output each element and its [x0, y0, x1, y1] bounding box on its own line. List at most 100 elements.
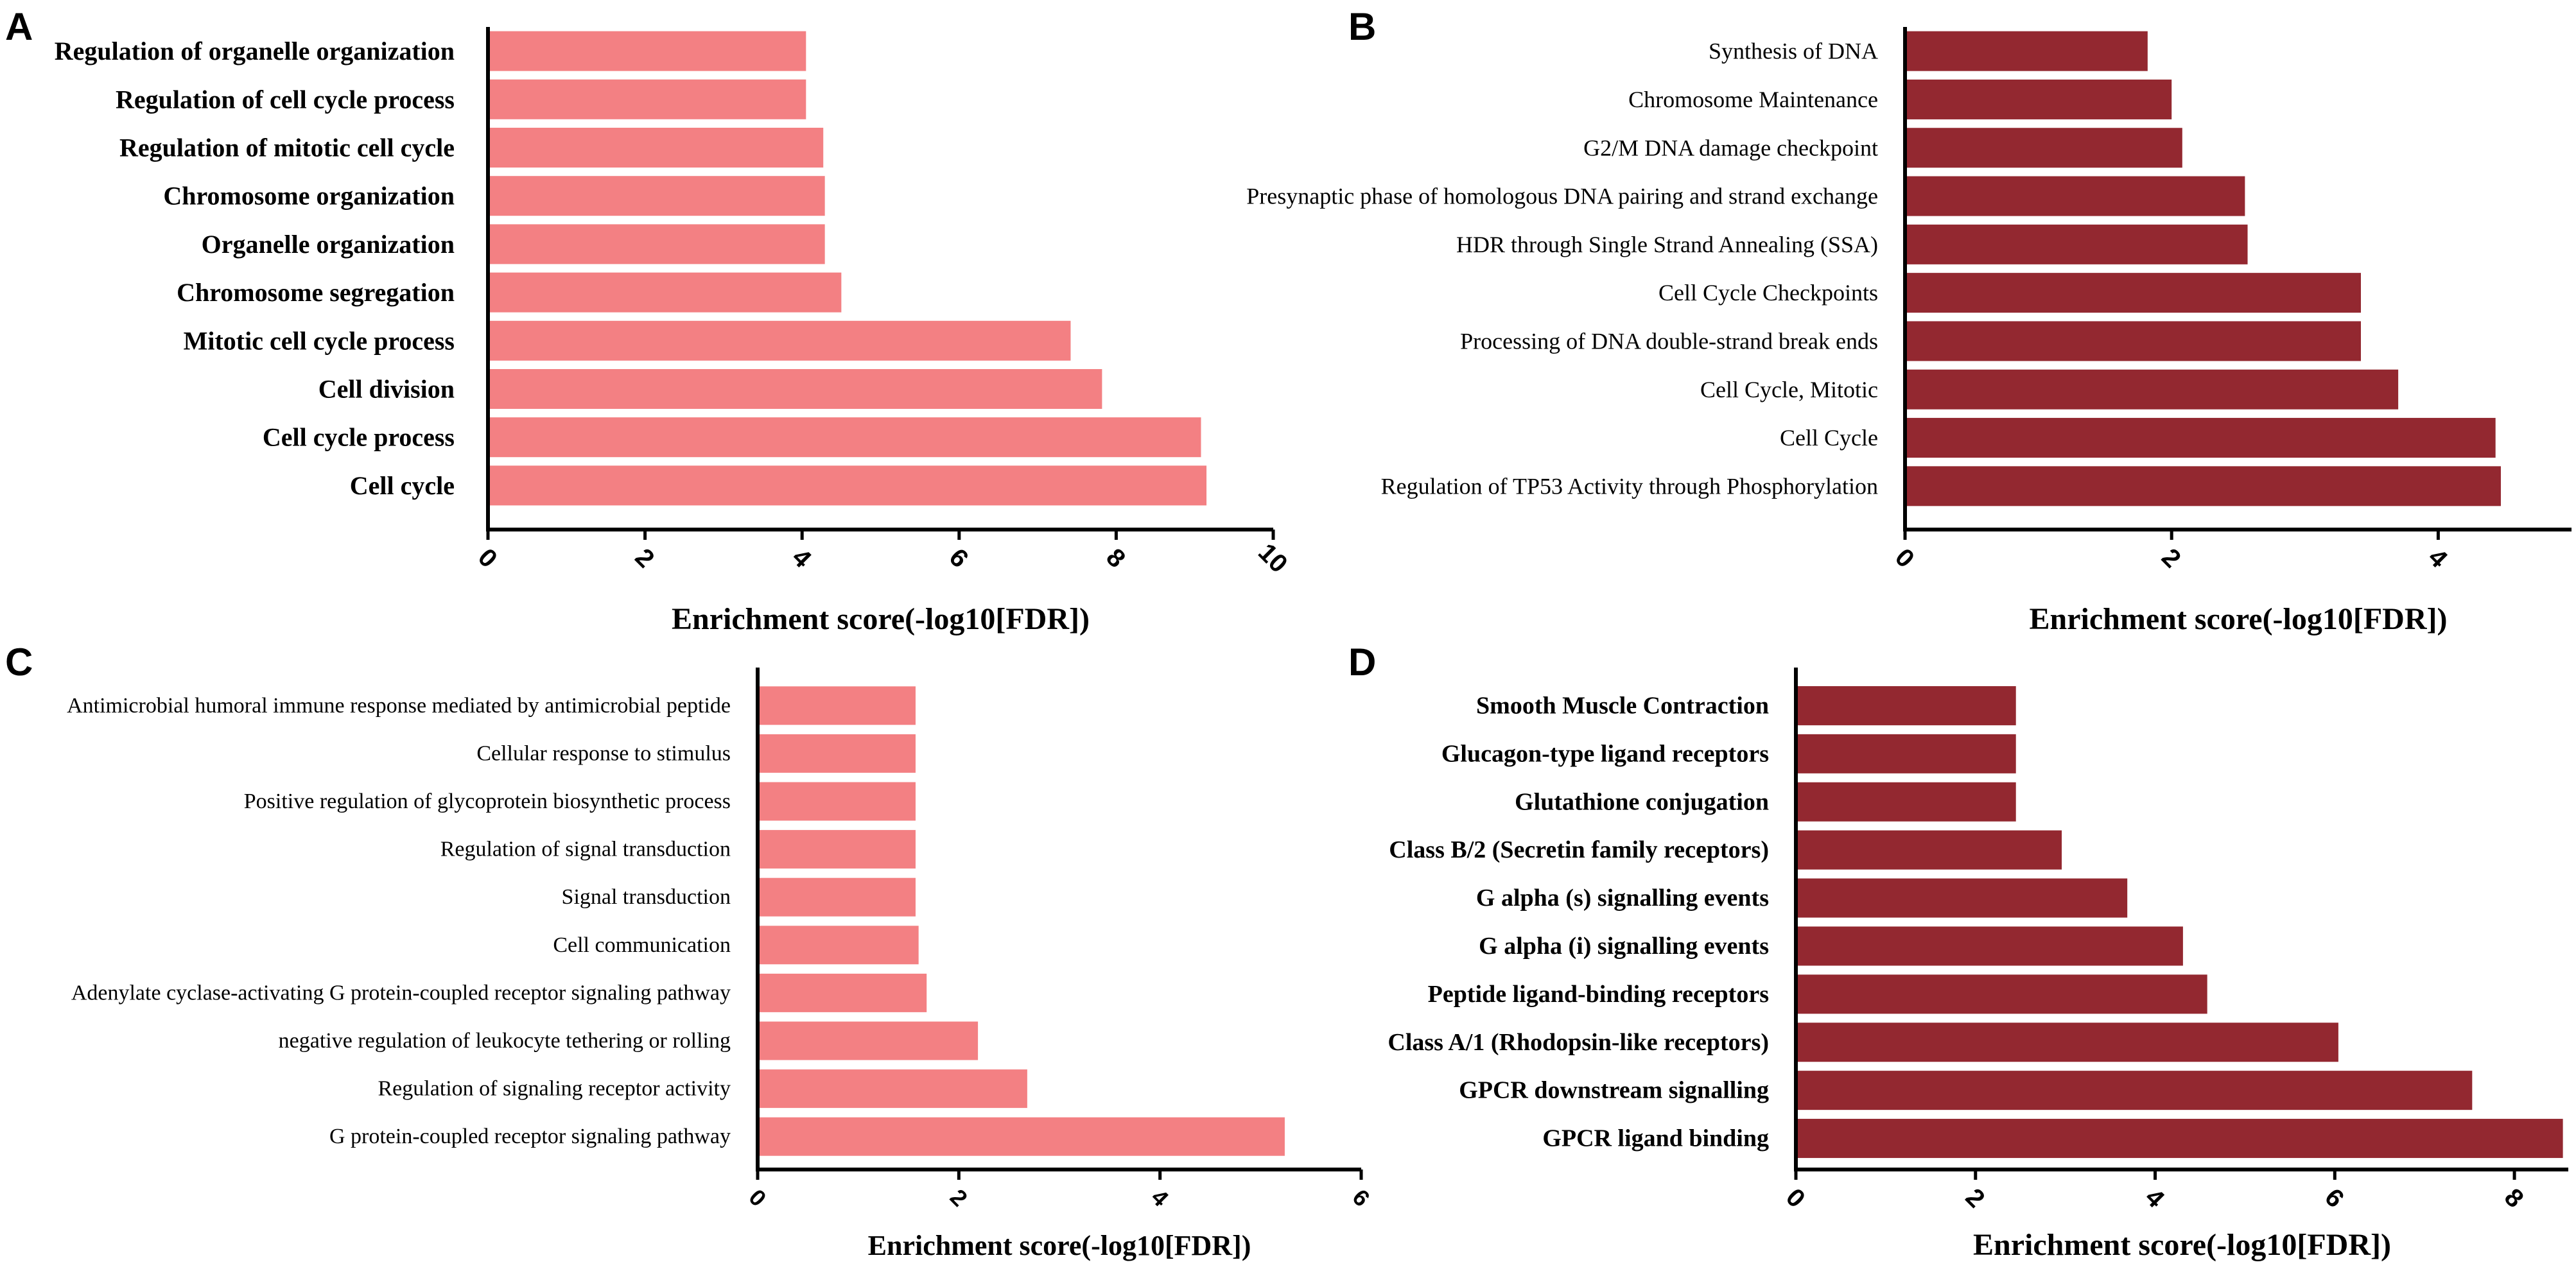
- category-label: Cell communication: [553, 933, 731, 957]
- category-label: Antimicrobial humoral immune response me…: [67, 694, 731, 718]
- category-label: Cell Cycle, Mitotic: [1700, 377, 1878, 402]
- panel-c: C Antimicrobial humoral immune response m…: [5, 641, 1375, 1261]
- x-tick-label: 0: [1890, 543, 1920, 573]
- category-label: Adenylate cyclase-activating G protein-c…: [71, 981, 731, 1005]
- bar: [1905, 369, 2399, 410]
- category-label: Mitotic cell cycle process: [184, 326, 455, 355]
- bar: [1796, 1071, 2473, 1110]
- bar: [758, 926, 919, 965]
- bar: [1796, 974, 2207, 1014]
- bar: [1796, 1119, 2563, 1159]
- bar: [488, 31, 806, 71]
- bar: [1796, 878, 2128, 918]
- bar: [488, 224, 825, 264]
- category-label: negative regulation of leukocyte tetheri…: [279, 1029, 731, 1053]
- bar: [758, 1021, 979, 1060]
- category-label: HDR through Single Strand Annealing (SSA…: [1456, 232, 1878, 257]
- x-axis-title: Enrichment score(-log10[FDR]): [868, 1230, 1251, 1261]
- category-label: Regulation of mitotic cell cycle: [119, 134, 455, 162]
- bar: [758, 782, 916, 821]
- category-label: Synthesis of DNA: [1709, 39, 1878, 64]
- bar: [1905, 128, 2182, 168]
- bar: [758, 734, 916, 773]
- x-tick-label: 4: [2423, 543, 2453, 573]
- bar: [1796, 686, 2016, 725]
- category-label: Glutathione conjugation: [1515, 788, 1769, 815]
- category-label: Signal transduction: [562, 885, 731, 909]
- x-tick-label: 0: [473, 543, 503, 573]
- x-tick-label: 2: [945, 1184, 973, 1211]
- category-label: GPCR downstream signalling: [1459, 1077, 1769, 1104]
- bar: [758, 1069, 1027, 1109]
- bar: [1905, 321, 2361, 361]
- x-axis-title: Enrichment score(-log10[FDR]): [672, 602, 1090, 636]
- bar: [1905, 273, 2361, 313]
- x-tick-label: 6: [944, 543, 974, 573]
- category-label: Chromosome organization: [163, 182, 455, 211]
- category-label: Regulation of organelle organization: [55, 37, 455, 65]
- x-tick-label: 6: [1347, 1184, 1375, 1211]
- bar: [488, 128, 824, 168]
- category-label: Regulation of TP53 Activity through Phos…: [1381, 473, 1878, 499]
- x-tick-label: 2: [629, 543, 659, 573]
- category-label: Glucagon-type ligand receptors: [1441, 740, 1769, 767]
- category-label: Cell division: [318, 375, 455, 404]
- category-label: Positive regulation of glycoprotein bios…: [244, 790, 731, 813]
- bar: [758, 973, 927, 1012]
- x-tick-label: 4: [2139, 1183, 2170, 1213]
- category-label: Regulation of cell cycle process: [116, 85, 455, 114]
- category-label: Organelle organization: [202, 230, 455, 259]
- category-label: G protein-coupled receptor signaling pat…: [329, 1125, 731, 1148]
- x-tick-label: 2: [2156, 543, 2186, 573]
- category-label: Chromosome Maintenance: [1628, 87, 1878, 112]
- panel-b: B Synthesis of DNA Chromosome Maintenance G…: [1246, 5, 2572, 636]
- category-label: GPCR ligand binding: [1542, 1125, 1769, 1152]
- bar: [488, 176, 825, 216]
- panel-letter: C: [5, 641, 33, 684]
- bar: [488, 320, 1071, 361]
- bar: [1905, 31, 2148, 71]
- bar: [1796, 1023, 2338, 1062]
- x-tick-label: 8: [2499, 1183, 2529, 1213]
- bar: [758, 830, 916, 869]
- category-label: Cell cycle: [350, 471, 455, 500]
- panel-letter: A: [5, 5, 33, 48]
- x-axis-title: Enrichment score(-log10[FDR]): [1973, 1228, 2391, 1262]
- category-label: G alpha (i) signalling events: [1479, 933, 1769, 960]
- x-axis-title: Enrichment score(-log10[FDR]): [2030, 602, 2448, 636]
- bar: [1905, 176, 2245, 216]
- bar: [1905, 466, 2501, 506]
- bar: [488, 369, 1102, 409]
- bar: [1796, 830, 2062, 870]
- category-label: Regulation of signal transduction: [440, 838, 731, 861]
- category-label: G2/M DNA damage checkpoint: [1583, 135, 1878, 160]
- category-label: Peptide ligand-binding receptors: [1428, 981, 1769, 1008]
- category-label: Cell Cycle Checkpoints: [1658, 280, 1878, 306]
- bar: [1796, 926, 2183, 966]
- panel-a: A Regulation of organelle organization Reg…: [5, 5, 1293, 636]
- bar: [488, 465, 1207, 506]
- x-tick-label: 0: [744, 1184, 771, 1211]
- bar: [1796, 734, 2016, 773]
- category-label: Cellular response to stimulus: [476, 741, 731, 765]
- category-label: Class A/1 (Rhodopsin-like receptors): [1388, 1029, 1769, 1056]
- bar: [1905, 224, 2248, 264]
- bar: [488, 79, 806, 119]
- category-label: Cell Cycle: [1780, 425, 1878, 451]
- bar: [1796, 782, 2016, 822]
- x-tick-label: 4: [1146, 1184, 1174, 1211]
- x-tick-label: 6: [2319, 1183, 2349, 1213]
- bar: [758, 1117, 1285, 1156]
- bar: [758, 877, 916, 917]
- bar: [758, 686, 916, 725]
- category-label: Smooth Muscle Contraction: [1476, 692, 1769, 719]
- category-label: Chromosome segregation: [177, 278, 455, 307]
- category-label: G alpha (s) signalling events: [1476, 885, 1769, 911]
- category-label: Presynaptic phase of homologous DNA pair…: [1246, 184, 1878, 209]
- bar: [1905, 418, 2496, 458]
- category-label: Processing of DNA double-strand break en…: [1460, 328, 1878, 354]
- panel-d: D Smooth Muscle Contraction Glucagon-type …: [1348, 641, 2568, 1262]
- category-label: Class B/2 (Secretin family receptors): [1389, 836, 1769, 863]
- x-tick-label: 8: [1101, 543, 1131, 573]
